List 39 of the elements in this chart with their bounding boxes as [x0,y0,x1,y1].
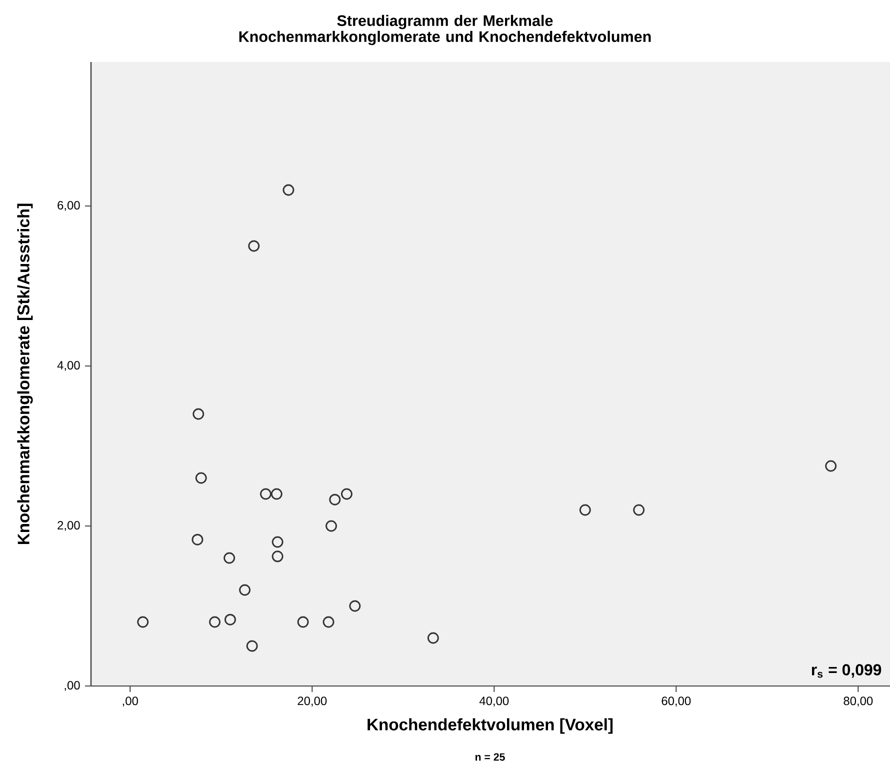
x-tick-label: 40,00 [479,696,509,707]
x-axis-title: Knochendefektvolumen [Voxel] [368,718,613,734]
point [326,520,337,532]
point [246,640,258,652]
point [329,494,341,506]
point [633,504,645,516]
point [192,534,204,546]
point [427,632,439,644]
point [224,552,236,564]
point [297,616,309,628]
y-tick-label: 4,00 [57,361,80,371]
y-axis-title: Knochenmarkkonglomerate [Stk/Ausstrich] [17,204,33,544]
point [282,184,294,196]
point [260,488,272,500]
chart-title: Streudiagramm der Merkmale Knochenmarkkonglomerate und Knochendefektvolumen [239,14,651,46]
x-tick-label: 20,00 [298,696,327,707]
y-tick-label: 2,00 [58,521,80,531]
y-tick-label: ,00 [64,681,80,691]
point [349,600,361,612]
annotation: r$_{s}$ = 0,099 [812,664,882,678]
point [209,616,220,628]
point [137,616,149,628]
point [248,240,260,252]
text: n = 25 [476,753,505,761]
point [224,614,236,626]
point [340,488,352,500]
point [239,584,251,596]
point [272,550,284,562]
x-tick-label: 60,00 [662,696,691,707]
y-tick-label: 6,00 [58,201,80,211]
x-tick-label: 80,00 [844,696,873,707]
point [270,488,282,500]
point [579,504,591,516]
point [192,408,204,420]
point [272,536,284,548]
point [322,616,334,628]
x-tick-label: ,00 [122,696,138,707]
point [825,460,837,472]
point [195,472,207,484]
